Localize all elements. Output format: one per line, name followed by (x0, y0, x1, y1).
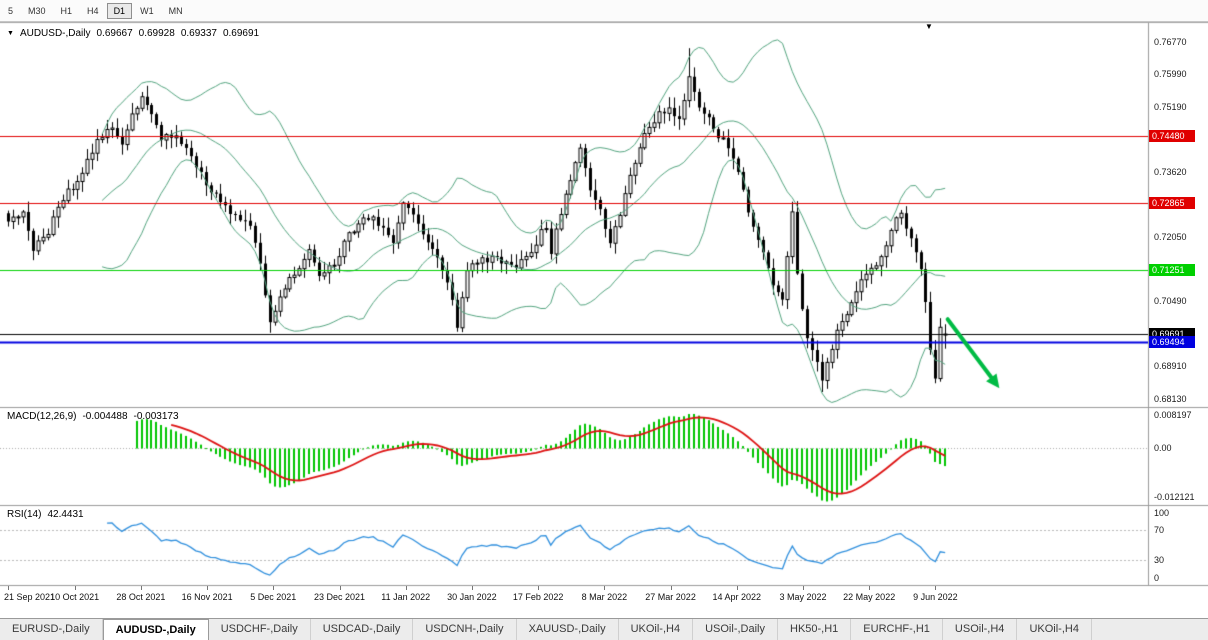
chart-tab-ukoilh4[interactable]: UKOil-,H4 (618, 619, 694, 640)
timeframe-toolbar: 5 M30 H1 H4 D1 W1 MN (0, 0, 1208, 22)
indicator-axis-label: 70 (1154, 524, 1165, 535)
time-axis-label: 8 Mar 2022 (581, 592, 628, 602)
timeframe-button-w1[interactable]: W1 (140, 5, 154, 16)
rsi-indicator-label: RSI(14) 42.4431 (7, 509, 84, 520)
time-axis-label: 30 Jan 2022 (447, 592, 497, 602)
chart-tab-usdcnhdaily[interactable]: USDCNH-,Daily (413, 619, 517, 640)
price-axis-label: 0.73620 (1154, 166, 1187, 177)
time-axis-tick (869, 586, 871, 590)
price-axis-label: 0.75190 (1154, 101, 1187, 112)
chart-title-symbol: AUDUSD-,Daily (19, 28, 91, 39)
time-axis-label: 14 Apr 2022 (712, 592, 762, 602)
rsi-value: 42.4431 (47, 509, 84, 520)
time-axis-label: 3 May 2022 (779, 592, 827, 602)
price-level-badge: 0.69494 (1149, 336, 1195, 349)
time-axis-label: 16 Nov 2021 (181, 592, 233, 602)
chart-title-high: 0.69928 (138, 28, 175, 39)
time-axis-label: 9 Jun 2022 (913, 592, 958, 602)
time-axis-tick (935, 586, 937, 590)
indicator-axis-label: 0.00 (1154, 443, 1172, 454)
chart-title-open: 0.69667 (96, 28, 133, 39)
chart-title-low: 0.69337 (180, 28, 217, 39)
indicator-axis-label: 0 (1154, 573, 1160, 583)
chart-tab-bar: EURUSD-,Daily AUDUSD-,Daily USDCHF-,Daily U… (0, 618, 1208, 640)
price-axis-label: 0.68130 (1154, 393, 1187, 404)
price-axis-label: 0.76770 (1154, 36, 1187, 47)
chart-shift-marker-icon: ▼ (925, 22, 933, 31)
time-axis-tick (471, 586, 473, 590)
chart-tab-ukoilh4[interactable]: UKOil-,H4 (1017, 619, 1092, 640)
time-axis-tick (604, 586, 606, 590)
macd-main-value: -0.004488 (82, 411, 128, 422)
time-axis-label: 5 Dec 2021 (250, 592, 297, 602)
chart-tab-hk50h1[interactable]: HK50-,H1 (778, 619, 852, 640)
timeframe-button-h4[interactable]: H4 (87, 5, 99, 16)
macd-indicator-label: MACD(12,26,9) -0.004488 -0.003173 (7, 411, 179, 422)
chart-tab-usoildaily[interactable]: USOil-,Daily (693, 619, 778, 640)
time-axis-tick (140, 586, 142, 590)
time-axis-label: 17 Feb 2022 (512, 592, 564, 602)
chart-tab-usdchfdaily[interactable]: USDCHF-,Daily (208, 619, 311, 640)
rsi-name: RSI(14) (7, 509, 42, 520)
chart-title-close: 0.69691 (222, 28, 260, 39)
time-axis-label: 22 May 2022 (843, 592, 896, 602)
price-axis-label: 0.68910 (1154, 361, 1187, 372)
time-axis-label: 28 Oct 2021 (116, 592, 166, 602)
timeframe-button-h1[interactable]: H1 (60, 5, 73, 16)
macd-signal-value: -0.003173 (133, 411, 179, 422)
chart-tab-eurchfh1[interactable]: EURCHF-,H1 (851, 619, 943, 640)
time-axis-label: 21 Sep 2021 (4, 592, 56, 602)
indicator-axis-label: 30 (1154, 555, 1165, 566)
timeframe-button-5[interactable]: 5 (8, 5, 14, 16)
time-axis-label: 23 Dec 2021 (313, 592, 366, 602)
time-axis-tick (339, 586, 341, 590)
time-axis-tick (207, 586, 209, 590)
price-axis-label: 0.75990 (1154, 68, 1187, 79)
price-level-badge: 0.71251 (1149, 263, 1195, 276)
chart-title-arrow-icon: ▼ (7, 30, 14, 37)
chart-tab-eurusddaily[interactable]: EURUSD-,Daily (0, 619, 103, 640)
indicator-axis-label: 100 (1154, 508, 1170, 518)
time-axis-tick (8, 586, 10, 590)
price-axis-label: 0.72050 (1154, 231, 1187, 242)
chart-tab-usdcaddaily[interactable]: USDCAD-,Daily (310, 619, 414, 640)
chart-title: ▼ AUDUSD-,Daily 0.69667 0.69928 0.69337 … (7, 28, 259, 39)
trend-arrow-object[interactable] (938, 312, 1010, 396)
timeframe-button-mn[interactable]: MN (168, 5, 183, 16)
time-axis-tick (736, 586, 738, 590)
indicator-axis-label: 0.008197 (1154, 410, 1192, 420)
macd-name: MACD(12,26,9) (7, 411, 77, 422)
time-axis-tick (538, 586, 540, 590)
time-axis-tick (273, 586, 275, 590)
indicator-axis-label: -0.012121 (1154, 492, 1195, 502)
price-axis-label: 0.70490 (1154, 296, 1187, 307)
chart-tab-usoilh4[interactable]: USOil-,H4 (942, 619, 1018, 640)
price-level-badge: 0.74480 (1149, 130, 1195, 143)
price-level-badge: 0.72865 (1149, 196, 1195, 209)
time-axis-label: 11 Jan 2022 (381, 592, 431, 602)
chart-tab-xauusddaily[interactable]: XAUUSD-,Daily (516, 619, 619, 640)
time-axis-tick (405, 586, 407, 590)
time-axis-label: 27 Mar 2022 (645, 592, 696, 602)
time-axis-tick (74, 586, 76, 590)
timeframe-button-d1[interactable]: D1 (106, 2, 133, 19)
time-axis-tick (802, 586, 804, 590)
chart-tab-audusddaily[interactable]: AUDUSD-,Daily (102, 619, 209, 640)
time-axis-label: 10 Oct 2021 (50, 592, 100, 602)
time-axis-tick (670, 586, 672, 590)
timeframe-button-m30[interactable]: M30 (28, 5, 46, 16)
